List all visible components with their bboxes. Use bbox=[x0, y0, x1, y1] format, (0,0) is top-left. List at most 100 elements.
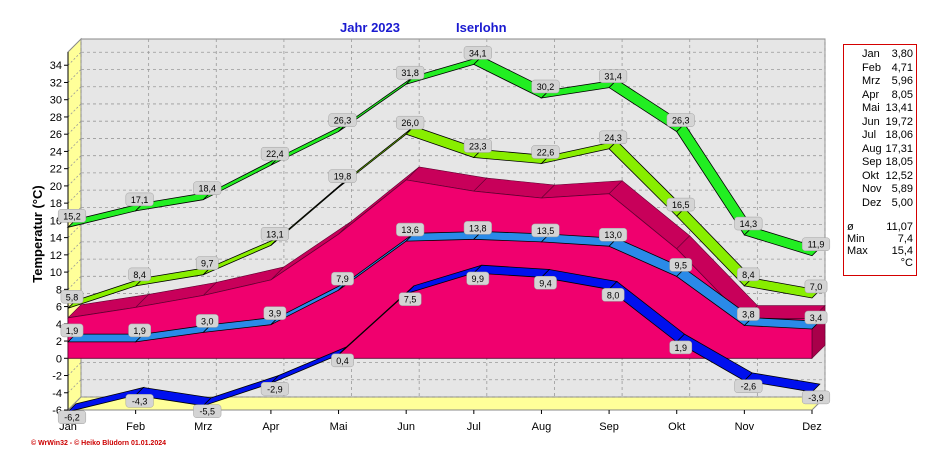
data-label-box bbox=[463, 139, 492, 153]
legend-month-value: 18,05 bbox=[885, 156, 913, 168]
y-tick-label: -4 bbox=[52, 388, 62, 400]
data-label: -5,5 bbox=[200, 407, 216, 417]
data-label-box bbox=[599, 227, 628, 242]
legend-month-row: Jan 3,80 bbox=[844, 48, 916, 62]
data-label-box bbox=[601, 288, 625, 302]
data-label: 17,1 bbox=[131, 195, 149, 205]
data-label: 8,4 bbox=[742, 270, 755, 280]
x-tick-label: Jan bbox=[59, 421, 77, 433]
series-3-segment bbox=[743, 372, 821, 393]
data-label-box bbox=[531, 79, 560, 94]
data-label-box bbox=[128, 267, 151, 282]
legend-month-value: 5,89 bbox=[891, 183, 913, 195]
data-label-box bbox=[195, 314, 219, 328]
data-label: 26,3 bbox=[334, 116, 352, 126]
legend-month-name: Jun bbox=[862, 115, 880, 128]
data-label: 13,1 bbox=[266, 229, 284, 239]
y-tick-label: 20 bbox=[50, 181, 62, 193]
gridline-wall bbox=[67, 189, 82, 204]
legend-month-value: 5,96 bbox=[891, 75, 913, 87]
legend-month-row: Mrz 5,96 bbox=[844, 75, 916, 89]
data-label-box bbox=[396, 222, 425, 237]
data-label-box bbox=[669, 340, 693, 355]
data-label: 7,0 bbox=[810, 282, 823, 292]
legend-month-name: Nov bbox=[862, 183, 882, 195]
data-label-box bbox=[801, 390, 831, 405]
plot-area: -6-4-20246810121416182022242628303234Jan… bbox=[50, 37, 831, 433]
chart-title-location: Iserlohn bbox=[456, 20, 507, 35]
legend-month-name: Aug bbox=[862, 142, 882, 155]
data-label: 3,4 bbox=[810, 313, 823, 323]
data-label: 13,0 bbox=[604, 230, 622, 240]
data-label: -4,3 bbox=[132, 396, 148, 406]
data-label-box bbox=[328, 169, 357, 183]
legend-month-name: Mrz bbox=[862, 75, 881, 87]
legend-month-name: Jul bbox=[862, 129, 877, 141]
data-label: 1,9 bbox=[133, 326, 146, 336]
y-tick-label: 10 bbox=[50, 267, 62, 279]
legend-month-row: Sep 18,05 bbox=[844, 156, 916, 170]
x-tick-label: Mai bbox=[330, 421, 348, 433]
data-label: 22,6 bbox=[537, 147, 555, 157]
x-tick-label: Jul bbox=[467, 421, 481, 433]
data-label: 8,0 bbox=[607, 290, 620, 300]
legend-month-row: Mai 13,41 bbox=[844, 102, 916, 116]
data-label: 9,7 bbox=[201, 259, 214, 269]
data-label: 24,3 bbox=[604, 133, 622, 143]
data-label: 1,9 bbox=[674, 343, 687, 353]
legend-month-value: 12,52 bbox=[885, 169, 913, 182]
y-axis-label: Temperatur (°C) bbox=[30, 185, 45, 282]
chart-title-year: Jahr 2023 bbox=[340, 20, 400, 35]
gridline-wall bbox=[67, 120, 82, 135]
y-tick-label: 2 bbox=[56, 336, 62, 348]
data-label-box bbox=[396, 115, 425, 130]
y-tick-label: -2 bbox=[52, 371, 62, 383]
gridline-wall bbox=[67, 51, 82, 66]
gridline-wall bbox=[67, 241, 82, 256]
data-label-box bbox=[193, 181, 222, 195]
data-label-box bbox=[463, 46, 492, 60]
legend-month-name: Apr bbox=[862, 88, 880, 101]
y-tick-label: 12 bbox=[50, 250, 62, 262]
x-tick-label: Aug bbox=[532, 421, 552, 433]
y-tick-label: 18 bbox=[50, 198, 62, 210]
legend-month-row: Okt 12,52 bbox=[844, 170, 916, 184]
data-label-box bbox=[396, 65, 425, 80]
data-label: 0,4 bbox=[336, 356, 349, 366]
data-label-box bbox=[195, 256, 219, 270]
data-label-box bbox=[534, 276, 557, 290]
legend-stat-value: 15,4 bbox=[891, 245, 913, 257]
legend-month-row: Nov 5,89 bbox=[844, 183, 916, 197]
data-label-box bbox=[125, 192, 154, 207]
legend-month-value: 19,72 bbox=[885, 115, 913, 128]
x-tick-label: Dez bbox=[802, 421, 822, 433]
data-label: 1,9 bbox=[66, 326, 79, 336]
data-label-box bbox=[531, 223, 560, 238]
data-label-box bbox=[599, 130, 628, 145]
data-label-box bbox=[804, 279, 828, 294]
y-tick-label: 34 bbox=[50, 60, 62, 72]
data-label-box bbox=[599, 69, 628, 83]
x-tick-label: Apr bbox=[262, 421, 279, 433]
gridline-wall bbox=[67, 224, 82, 238]
gridline-wall bbox=[67, 138, 82, 152]
legend-stat-label: Max bbox=[847, 245, 868, 257]
gridline-wall bbox=[67, 276, 82, 290]
data-label: 3,8 bbox=[742, 310, 755, 320]
gridline-wall bbox=[67, 69, 82, 83]
data-label: 34,1 bbox=[469, 48, 487, 58]
data-label: 26,3 bbox=[672, 116, 690, 126]
data-label-box bbox=[260, 227, 289, 241]
legend-month-value: 13,41 bbox=[885, 102, 913, 114]
data-label-box bbox=[466, 271, 490, 286]
data-label: 13,8 bbox=[469, 223, 487, 233]
legend-stat-row: ø 11,07 bbox=[844, 221, 916, 233]
legend-month-name: Jan bbox=[862, 48, 880, 60]
data-label-box bbox=[260, 146, 289, 161]
legend-month-row: Jul 18,06 bbox=[844, 129, 916, 143]
data-label-box bbox=[801, 237, 831, 251]
data-label: 31,8 bbox=[401, 68, 419, 78]
data-label-box bbox=[737, 307, 760, 321]
data-label: 22,4 bbox=[266, 149, 284, 159]
data-label-box bbox=[531, 145, 560, 159]
